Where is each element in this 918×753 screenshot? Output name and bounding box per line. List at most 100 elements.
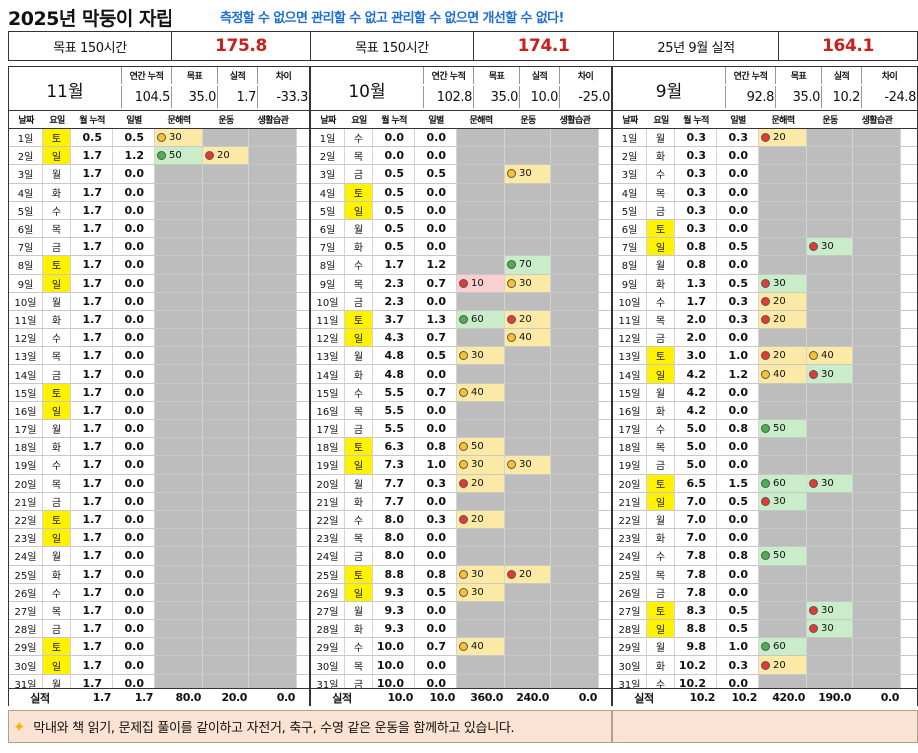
- literacy-cell[interactable]: 20: [759, 310, 807, 329]
- habit-cell[interactable]: [853, 583, 901, 601]
- literacy-cell[interactable]: [155, 583, 203, 601]
- habit-cell[interactable]: [249, 292, 297, 310]
- habit-cell[interactable]: [551, 438, 599, 456]
- literacy-cell[interactable]: [155, 492, 203, 510]
- exercise-cell[interactable]: 40: [807, 347, 853, 365]
- habit-cell[interactable]: [249, 129, 297, 147]
- exercise-cell[interactable]: [203, 510, 249, 529]
- habit-cell[interactable]: [551, 365, 599, 383]
- exercise-cell[interactable]: 30: [807, 365, 853, 383]
- literacy-cell[interactable]: [155, 383, 203, 401]
- literacy-cell[interactable]: [457, 201, 505, 219]
- habit-cell[interactable]: [249, 420, 297, 438]
- habit-cell[interactable]: [551, 292, 599, 310]
- habit-cell[interactable]: [551, 656, 599, 674]
- exercise-cell[interactable]: [807, 274, 853, 292]
- literacy-cell[interactable]: 60: [759, 638, 807, 656]
- habit-cell[interactable]: [249, 583, 297, 601]
- literacy-cell[interactable]: [759, 165, 807, 183]
- exercise-cell[interactable]: [505, 638, 551, 656]
- exercise-cell[interactable]: [505, 492, 551, 510]
- literacy-cell[interactable]: [155, 674, 203, 692]
- literacy-cell[interactable]: 30: [457, 347, 505, 365]
- habit-cell[interactable]: [551, 401, 599, 419]
- exercise-cell[interactable]: [807, 420, 853, 438]
- habit-cell[interactable]: [249, 656, 297, 674]
- habit-cell[interactable]: [853, 347, 901, 365]
- literacy-cell[interactable]: [155, 529, 203, 547]
- literacy-cell[interactable]: [155, 401, 203, 419]
- exercise-cell[interactable]: [807, 383, 853, 401]
- habit-cell[interactable]: [853, 147, 901, 165]
- exercise-cell[interactable]: [203, 310, 249, 329]
- habit-cell[interactable]: [551, 492, 599, 510]
- literacy-cell[interactable]: [457, 329, 505, 347]
- habit-cell[interactable]: [551, 547, 599, 565]
- habit-cell[interactable]: [853, 383, 901, 401]
- literacy-cell[interactable]: [155, 274, 203, 292]
- habit-cell[interactable]: [853, 456, 901, 474]
- exercise-cell[interactable]: [807, 492, 853, 510]
- literacy-cell[interactable]: [759, 456, 807, 474]
- exercise-cell[interactable]: [505, 401, 551, 419]
- habit-cell[interactable]: [853, 274, 901, 292]
- exercise-cell[interactable]: [203, 292, 249, 310]
- exercise-cell[interactable]: 20: [203, 147, 249, 165]
- habit-cell[interactable]: [551, 383, 599, 401]
- literacy-cell[interactable]: [759, 183, 807, 201]
- exercise-cell[interactable]: [203, 638, 249, 656]
- habit-cell[interactable]: [249, 238, 297, 256]
- literacy-cell[interactable]: 30: [457, 565, 505, 583]
- habit-cell[interactable]: [551, 674, 599, 692]
- habit-cell[interactable]: [853, 420, 901, 438]
- literacy-cell[interactable]: 50: [155, 147, 203, 165]
- habit-cell[interactable]: [249, 438, 297, 456]
- habit-cell[interactable]: [853, 492, 901, 510]
- habit-cell[interactable]: [249, 510, 297, 529]
- exercise-cell[interactable]: [203, 129, 249, 147]
- exercise-cell[interactable]: [807, 638, 853, 656]
- habit-cell[interactable]: [853, 620, 901, 638]
- exercise-cell[interactable]: 30: [505, 165, 551, 183]
- habit-cell[interactable]: [551, 583, 599, 601]
- exercise-cell[interactable]: [505, 601, 551, 620]
- literacy-cell[interactable]: 20: [759, 347, 807, 365]
- exercise-cell[interactable]: [203, 492, 249, 510]
- habit-cell[interactable]: [249, 310, 297, 329]
- exercise-cell[interactable]: [505, 147, 551, 165]
- habit-cell[interactable]: [249, 401, 297, 419]
- habit-cell[interactable]: [551, 529, 599, 547]
- habit-cell[interactable]: [551, 638, 599, 656]
- literacy-cell[interactable]: [759, 201, 807, 219]
- literacy-cell[interactable]: [759, 583, 807, 601]
- exercise-cell[interactable]: [807, 656, 853, 674]
- exercise-cell[interactable]: [807, 292, 853, 310]
- literacy-cell[interactable]: 30: [155, 129, 203, 147]
- literacy-cell[interactable]: [155, 347, 203, 365]
- habit-cell[interactable]: [249, 329, 297, 347]
- literacy-cell[interactable]: 20: [759, 656, 807, 674]
- literacy-cell[interactable]: [155, 547, 203, 565]
- literacy-cell[interactable]: [155, 474, 203, 492]
- habit-cell[interactable]: [249, 674, 297, 692]
- literacy-cell[interactable]: 20: [759, 292, 807, 310]
- habit-cell[interactable]: [853, 547, 901, 565]
- literacy-cell[interactable]: [155, 365, 203, 383]
- exercise-cell[interactable]: [505, 656, 551, 674]
- habit-cell[interactable]: [853, 656, 901, 674]
- exercise-cell[interactable]: [505, 547, 551, 565]
- habit-cell[interactable]: [249, 347, 297, 365]
- literacy-cell[interactable]: [759, 256, 807, 274]
- literacy-cell[interactable]: [759, 601, 807, 620]
- habit-cell[interactable]: [249, 274, 297, 292]
- exercise-cell[interactable]: [203, 238, 249, 256]
- habit-cell[interactable]: [853, 256, 901, 274]
- habit-cell[interactable]: [551, 474, 599, 492]
- exercise-cell[interactable]: [203, 583, 249, 601]
- habit-cell[interactable]: [551, 510, 599, 529]
- literacy-cell[interactable]: [457, 420, 505, 438]
- habit-cell[interactable]: [249, 547, 297, 565]
- exercise-cell[interactable]: [807, 510, 853, 529]
- habit-cell[interactable]: [551, 165, 599, 183]
- literacy-cell[interactable]: [759, 238, 807, 256]
